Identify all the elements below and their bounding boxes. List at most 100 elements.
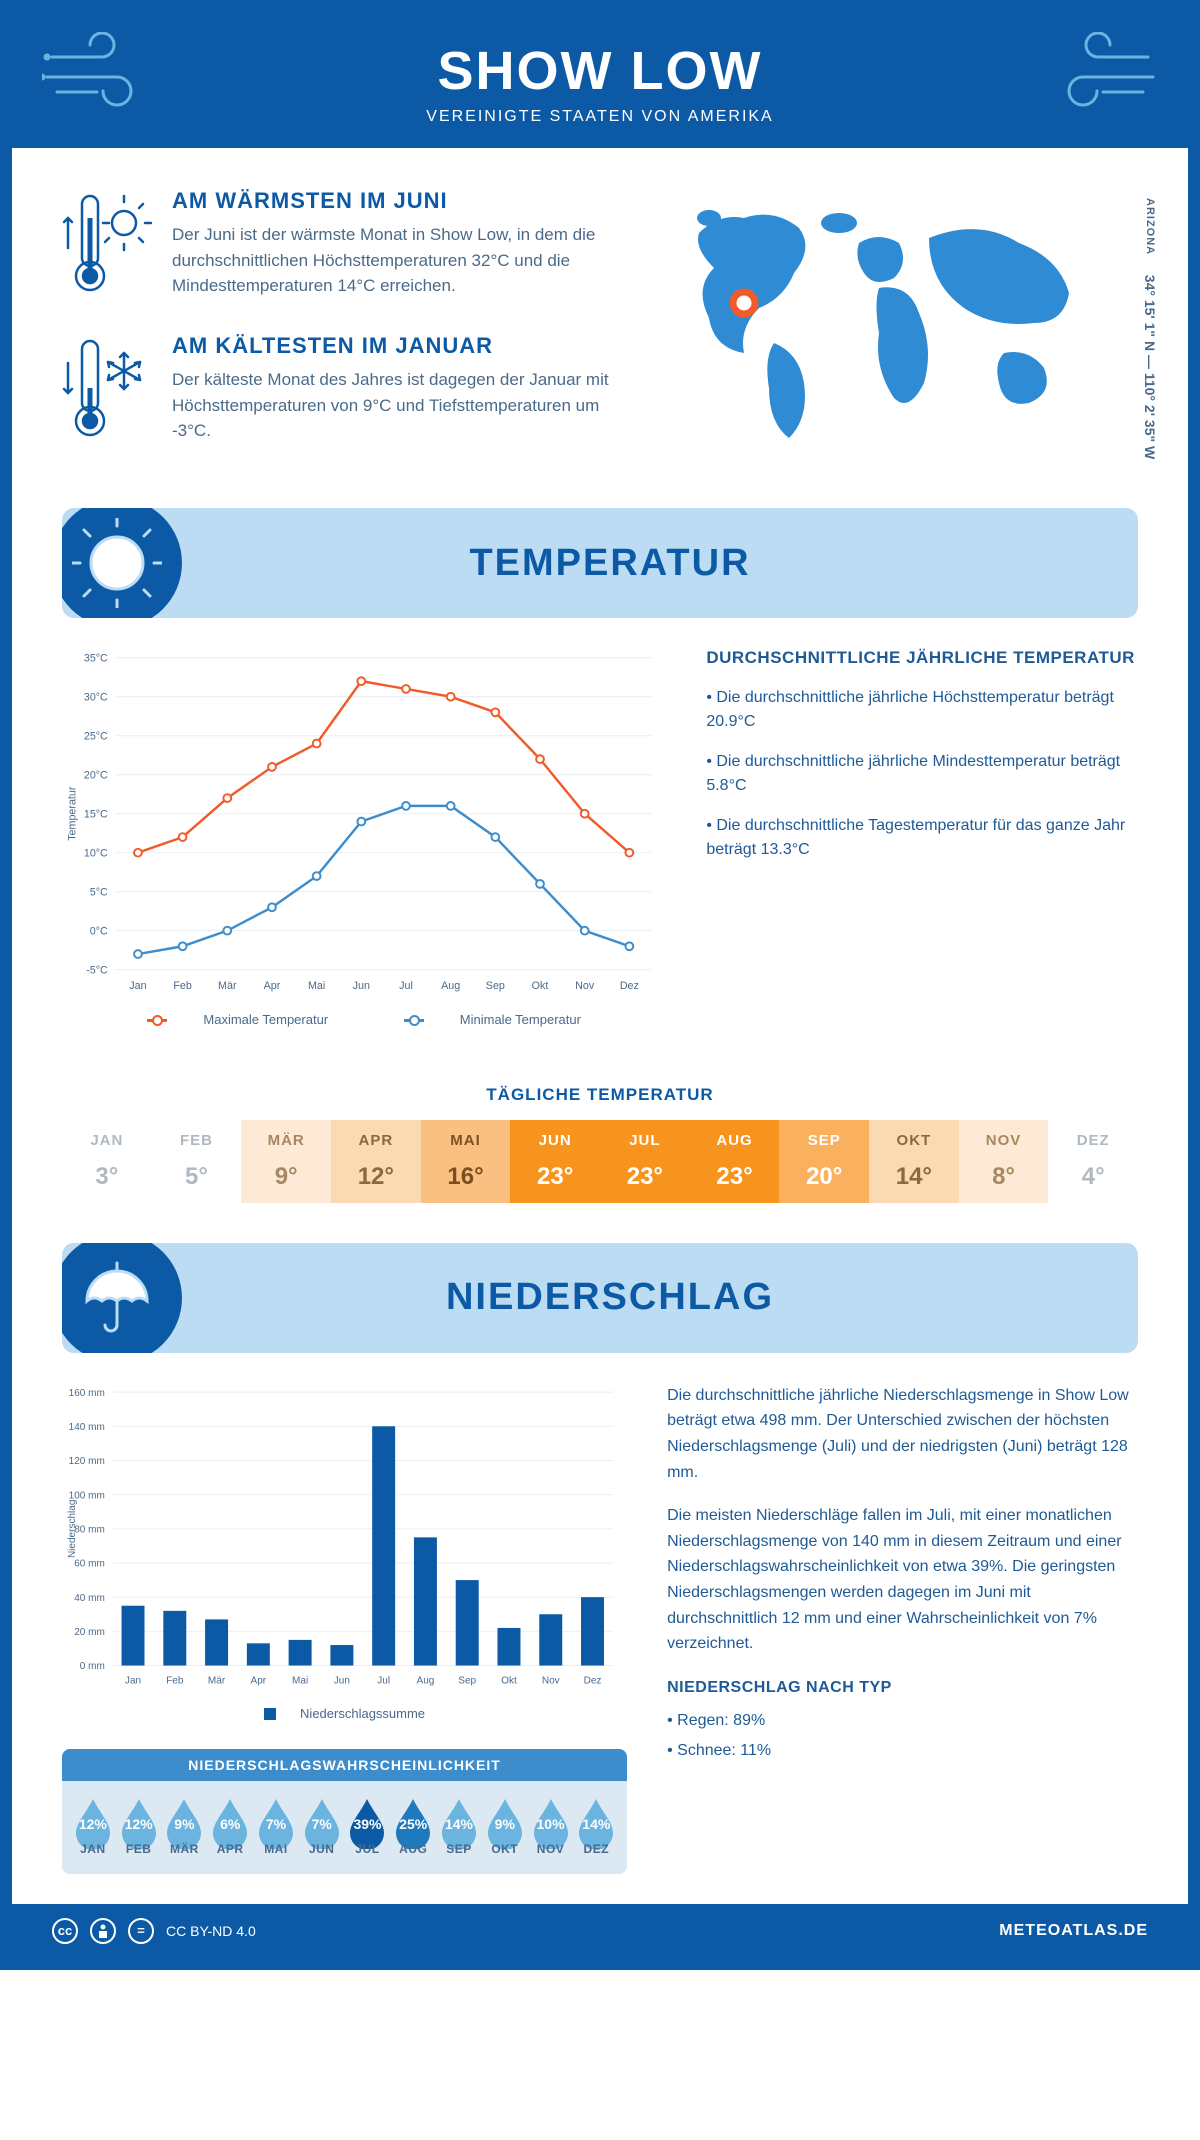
temp-legend: Maximale Temperatur Minimale Temperatur	[62, 1004, 666, 1035]
svg-text:Temperatur: Temperatur	[67, 786, 79, 841]
svg-text:140 mm: 140 mm	[69, 1422, 105, 1433]
probability-drop: 10% NOV	[528, 1795, 574, 1856]
svg-text:Okt: Okt	[532, 980, 549, 992]
license-text: CC BY-ND 4.0	[166, 1923, 256, 1939]
header: SHOW LOW VEREINIGTE STAATEN VON AMERIKA	[12, 12, 1188, 148]
location-marker	[733, 292, 755, 314]
temp-info: DURCHSCHNITTLICHE JÄHRLICHE TEMPERATUR •…	[706, 648, 1138, 1035]
warmest-title: AM WÄRMSTEN IM JUNI	[172, 188, 610, 214]
svg-text:80 mm: 80 mm	[74, 1524, 105, 1535]
svg-text:0 mm: 0 mm	[80, 1661, 105, 1672]
precipitation-title: NIEDERSCHLAG	[182, 1276, 1138, 1319]
svg-text:160 mm: 160 mm	[69, 1388, 105, 1399]
probability-drop: 7% MAI	[253, 1795, 299, 1856]
svg-text:20 mm: 20 mm	[74, 1627, 105, 1638]
svg-text:Sep: Sep	[486, 980, 505, 992]
intro-section: AM WÄRMSTEN IM JUNI Der Juni ist der wär…	[12, 148, 1188, 508]
svg-text:Mär: Mär	[218, 980, 237, 992]
heatmap-cell: NOV8°	[959, 1120, 1049, 1203]
svg-text:Mai: Mai	[308, 980, 325, 992]
svg-text:Nov: Nov	[542, 1676, 560, 1687]
svg-text:60 mm: 60 mm	[74, 1559, 105, 1570]
svg-text:Feb: Feb	[166, 1676, 184, 1687]
country-subtitle: VEREINIGTE STAATEN VON AMERIKA	[12, 108, 1188, 126]
svg-text:30°C: 30°C	[84, 692, 108, 704]
heatmap-cell: MAI16°	[421, 1120, 511, 1203]
daily-temp-title: TÄGLICHE TEMPERATUR	[12, 1085, 1188, 1105]
svg-text:Feb: Feb	[173, 980, 192, 992]
sun-icon	[62, 508, 182, 618]
svg-text:Apr: Apr	[264, 980, 281, 992]
coordinates: ARIZONA 34° 15' 1" N — 110° 2' 35" W	[1142, 198, 1158, 459]
heatmap-cell: AUG23°	[690, 1120, 780, 1203]
svg-text:Jul: Jul	[377, 1676, 390, 1687]
brand: METEOATLAS.DE	[999, 1922, 1148, 1940]
by-icon	[90, 1918, 116, 1944]
svg-text:Jul: Jul	[399, 980, 413, 992]
cc-icon: cc	[52, 1918, 78, 1944]
svg-text:Dez: Dez	[620, 980, 639, 992]
svg-text:120 mm: 120 mm	[69, 1456, 105, 1467]
wind-icon-right	[1038, 32, 1158, 117]
svg-text:40 mm: 40 mm	[74, 1593, 105, 1604]
temperature-line-chart: -5°C0°C5°C10°C15°C20°C25°C30°C35°CJanFeb…	[62, 648, 666, 999]
precipitation-banner: NIEDERSCHLAG	[62, 1243, 1138, 1353]
svg-text:Jan: Jan	[125, 1676, 141, 1687]
precipitation-probability: NIEDERSCHLAGSWAHRSCHEINLICHKEIT 12% JAN …	[62, 1749, 627, 1874]
probability-drop: 6% APR	[207, 1795, 253, 1856]
footer: cc = CC BY-ND 4.0 METEOATLAS.DE	[12, 1904, 1188, 1958]
svg-text:Jun: Jun	[334, 1676, 350, 1687]
coldest-text: Der kälteste Monat des Jahres ist dagege…	[172, 367, 610, 444]
svg-text:Dez: Dez	[584, 1676, 602, 1687]
temperature-banner: TEMPERATUR	[62, 508, 1138, 618]
svg-text:Apr: Apr	[251, 1676, 267, 1687]
svg-text:Jan: Jan	[129, 980, 146, 992]
probability-drop: 9% MÄR	[162, 1795, 208, 1856]
nd-icon: =	[128, 1918, 154, 1944]
heatmap-cell: FEB5°	[152, 1120, 242, 1203]
heatmap-cell: OKT14°	[869, 1120, 959, 1203]
probability-drop: 9% OKT	[482, 1795, 528, 1856]
svg-text:Aug: Aug	[441, 980, 460, 992]
heatmap-cell: APR12°	[331, 1120, 421, 1203]
precip-info: Die durchschnittliche jährliche Niedersc…	[667, 1383, 1138, 1874]
svg-text:Okt: Okt	[501, 1676, 517, 1687]
umbrella-icon	[62, 1243, 182, 1353]
world-map	[640, 188, 1138, 453]
svg-text:Niederschlag: Niederschlag	[67, 1499, 78, 1557]
infographic-frame: SHOW LOW VEREINIGTE STAATEN VON AMERIKA …	[0, 0, 1200, 1970]
city-title: SHOW LOW	[12, 40, 1188, 102]
svg-text:Nov: Nov	[575, 980, 595, 992]
svg-text:Sep: Sep	[458, 1676, 476, 1687]
svg-text:0°C: 0°C	[90, 926, 108, 938]
svg-text:-5°C: -5°C	[86, 965, 108, 977]
probability-drop: 12% JAN	[70, 1795, 116, 1856]
heatmap-cell: JUL23°	[600, 1120, 690, 1203]
heatmap-cell: JUN23°	[510, 1120, 600, 1203]
heatmap-cell: JAN3°	[62, 1120, 152, 1203]
precip-legend: Niederschlagssumme	[62, 1698, 627, 1729]
temperature-title: TEMPERATUR	[182, 542, 1138, 585]
svg-text:35°C: 35°C	[84, 653, 108, 665]
probability-drop: 12% FEB	[116, 1795, 162, 1856]
coldest-fact: AM KÄLTESTEN IM JANUAR Der kälteste Mona…	[62, 333, 610, 448]
temp-info-title: DURCHSCHNITTLICHE JÄHRLICHE TEMPERATUR	[706, 648, 1138, 668]
coldest-title: AM KÄLTESTEN IM JANUAR	[172, 333, 610, 359]
svg-text:15°C: 15°C	[84, 809, 108, 821]
probability-drop: 14% SEP	[436, 1795, 482, 1856]
svg-text:Mai: Mai	[292, 1676, 308, 1687]
svg-text:Aug: Aug	[417, 1676, 435, 1687]
probability-drop: 14% DEZ	[573, 1795, 619, 1856]
probability-drop: 39% JUL	[345, 1795, 391, 1856]
warmest-text: Der Juni ist der wärmste Monat in Show L…	[172, 222, 610, 299]
heatmap-cell: MÄR9°	[241, 1120, 331, 1203]
probability-drop: 25% AUG	[390, 1795, 436, 1856]
thermometer-hot-icon	[62, 188, 152, 303]
precipitation-bar-chart: 0 mm20 mm40 mm60 mm80 mm100 mm120 mm140 …	[62, 1383, 627, 1693]
svg-text:5°C: 5°C	[90, 887, 108, 899]
heatmap-cell: DEZ4°	[1048, 1120, 1138, 1203]
warmest-fact: AM WÄRMSTEN IM JUNI Der Juni ist der wär…	[62, 188, 610, 303]
svg-text:20°C: 20°C	[84, 770, 108, 782]
svg-text:25°C: 25°C	[84, 731, 108, 743]
heatmap-cell: SEP20°	[779, 1120, 869, 1203]
